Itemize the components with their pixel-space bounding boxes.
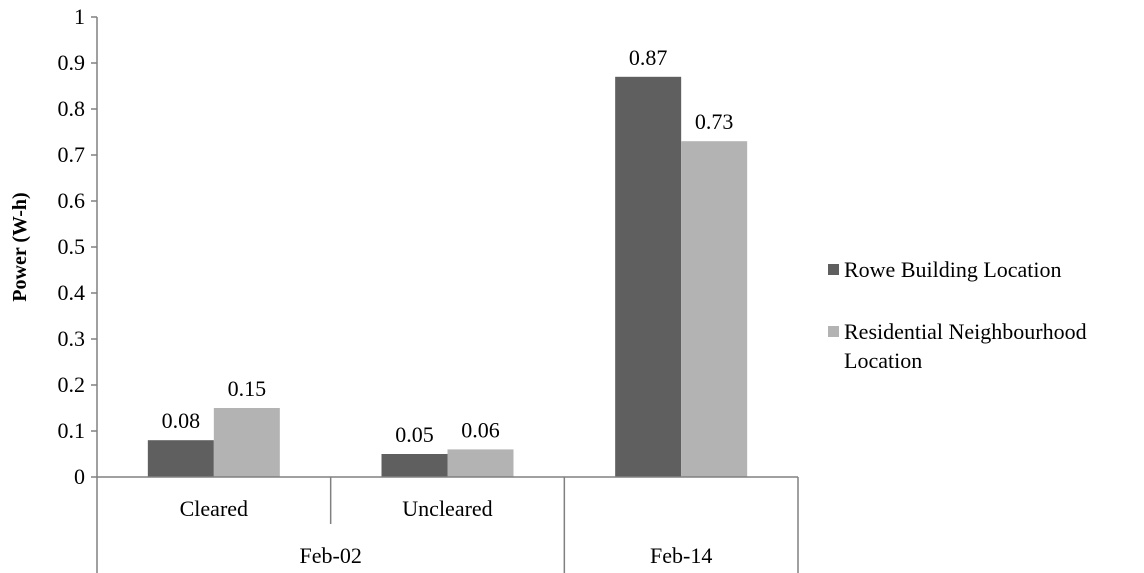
y-tick-label: 0.9 — [58, 50, 86, 75]
y-tick-label: 0.2 — [58, 372, 86, 397]
y-tick-label: 0 — [74, 464, 85, 489]
y-tick-label: 0.1 — [58, 418, 86, 443]
y-tick-label: 0.4 — [58, 280, 86, 305]
y-axis: 0 0.1 0.2 0.3 0.4 0.5 0.6 0.7 0.8 0.9 1 — [58, 4, 98, 489]
legend-swatch — [828, 264, 839, 275]
data-label: 0.08 — [162, 408, 201, 433]
data-label: 0.05 — [395, 422, 434, 447]
y-tick-label: 0.5 — [58, 234, 86, 259]
y-tick-label: 0.8 — [58, 96, 86, 121]
legend: Rowe Building Location Residential Neighb… — [828, 257, 1087, 373]
bar-residential — [213, 408, 280, 477]
x-axis: Cleared Uncleared Feb-02 Feb-14 — [96, 476, 799, 573]
data-label: 0.87 — [629, 45, 668, 70]
bar-residential — [447, 449, 514, 477]
category-label: Cleared — [180, 496, 248, 521]
category-label: Uncleared — [402, 496, 492, 521]
legend-label: Rowe Building Location — [844, 257, 1062, 282]
data-label: 0.73 — [695, 109, 734, 134]
y-axis-title: Power (W-h) — [9, 192, 31, 301]
group-label: Feb-14 — [650, 543, 712, 568]
y-tick-label: 1 — [74, 4, 85, 29]
group-label: Feb-02 — [300, 543, 362, 568]
y-tick-label: 0.3 — [58, 326, 86, 351]
bar-rowe — [381, 454, 448, 477]
legend-label: Residential Neighbourhood Location — [844, 319, 1087, 373]
y-tick-label: 0.7 — [58, 142, 86, 167]
bar-rowe — [147, 440, 214, 477]
bar-residential — [681, 141, 748, 477]
data-label: 0.06 — [461, 417, 500, 442]
legend-swatch — [828, 326, 839, 337]
bars: 0.08 0.15 0.05 0.06 0.87 0.73 — [147, 45, 748, 478]
y-tick-label: 0.6 — [58, 188, 86, 213]
bar-rowe — [615, 76, 682, 478]
data-label: 0.15 — [228, 376, 267, 401]
